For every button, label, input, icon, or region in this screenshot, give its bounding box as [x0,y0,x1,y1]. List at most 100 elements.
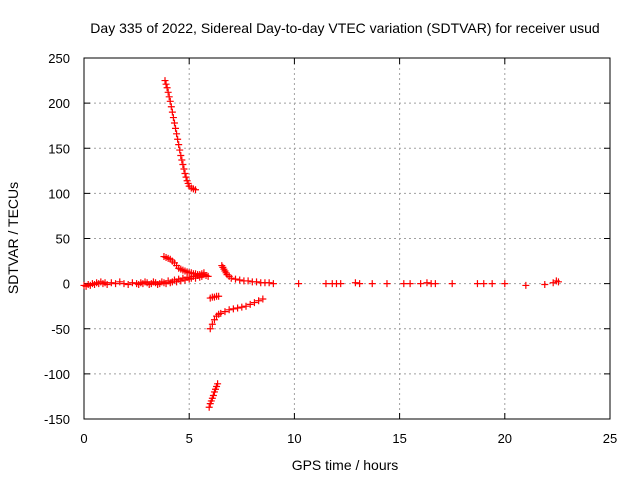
plot-frame [83,57,611,420]
data-point [221,308,229,316]
y-tick-label: 50 [56,232,70,247]
data-point [480,280,488,288]
data-point [356,280,364,288]
data-point [383,280,391,288]
data-point [246,300,254,308]
data-point [112,280,120,288]
data-point [175,141,183,149]
data-point [217,309,225,317]
x-axis-label: GPS time / hours [292,457,399,473]
data-point [501,280,509,288]
data-point [406,280,414,288]
data-point [488,280,496,288]
data-point [215,292,223,300]
data-point [182,173,190,181]
data-point [554,278,562,286]
data-point [206,325,214,333]
data-point [200,269,208,277]
data-point [242,302,250,310]
data-point [231,275,239,283]
data-point [107,279,115,287]
data-point [423,279,431,287]
data-point [128,279,136,287]
data-point [192,186,200,194]
data-point [322,280,330,288]
y-axis-label: SDTVAR / TECUs [5,182,21,294]
y-tick-label: -100 [44,367,70,382]
data-point [431,280,439,288]
data-point [116,278,124,286]
data-point [181,170,189,178]
data-point [238,303,246,311]
data-point [227,274,235,282]
data-point [180,165,188,173]
data-point [337,280,345,288]
x-tick-label: 25 [603,431,617,446]
data-point [269,280,277,288]
data-point [168,108,176,116]
data-point [209,392,217,400]
grid-layer [84,58,610,419]
y-tick-label: 200 [48,96,70,111]
data-point [163,84,171,92]
x-tick-label: 15 [392,431,406,446]
data-point [205,403,213,411]
x-tick-label: 0 [80,431,87,446]
data-point [165,93,173,101]
data-point [255,297,263,305]
data-point [173,130,181,138]
data-point [225,306,233,314]
data-point [448,280,456,288]
data-point [167,103,175,111]
y-tick-label: 100 [48,186,70,201]
data-point [208,320,216,328]
data-point [253,278,261,286]
data-point [400,280,408,288]
data-point [162,80,170,88]
data-point [229,305,237,313]
data-point [169,114,177,122]
data-point [295,280,303,288]
y-tick-label: 250 [48,51,70,66]
data-point [172,124,180,132]
data-point [124,281,132,289]
data-points-layer [80,77,562,411]
data-point [244,277,252,285]
data-point [522,281,530,289]
data-point [214,380,222,388]
data-point [178,156,186,164]
data-point [176,146,184,154]
data-point [174,135,182,143]
data-point [204,272,212,280]
x-tick-label: 20 [498,431,512,446]
data-point [166,97,174,105]
y-tick-label: 0 [63,277,70,292]
data-point [170,119,178,127]
data-point [210,316,218,324]
y-tick-label: -50 [51,322,70,337]
data-point [541,281,549,289]
y-tick-label: -150 [44,412,70,427]
data-point [473,280,481,288]
tick-label-layer: 0 5 10 15 20 25 -150 -100 -50 0 50 100 150 200 250 [44,51,617,446]
chart-title: Day 335 of 2022, Sidereal Day-to-day VTE… [90,20,599,36]
data-point [234,304,242,312]
data-point [177,151,185,159]
data-point [236,276,244,284]
x-tick-label: 5 [186,431,193,446]
data-point [120,280,128,288]
data-point [161,77,169,85]
data-point [265,279,273,287]
data-point [417,280,425,288]
data-point [164,88,172,96]
data-point [351,279,359,287]
data-point [368,280,376,288]
data-point [179,160,187,168]
y-tick-label: 150 [48,141,70,156]
x-tick-label: 10 [287,431,301,446]
data-point [103,281,111,289]
data-point [250,299,258,307]
data-point [259,295,267,303]
